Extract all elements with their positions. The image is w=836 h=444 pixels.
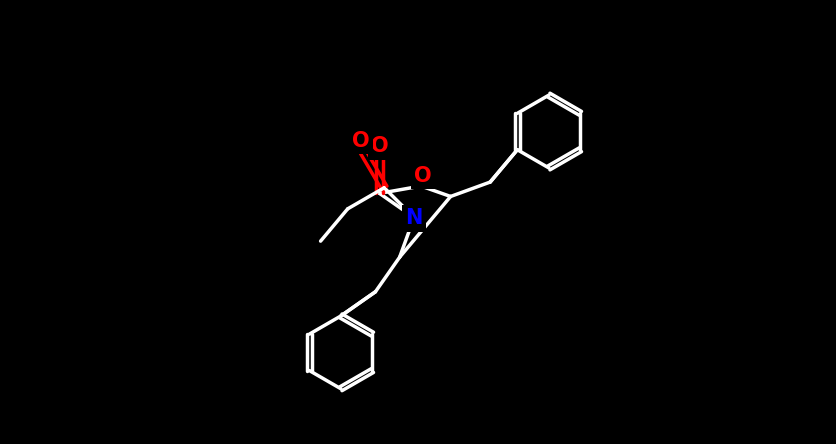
Text: O: O <box>414 166 431 186</box>
Text: O: O <box>370 136 388 156</box>
Text: N: N <box>405 208 422 229</box>
Text: O: O <box>352 131 370 151</box>
